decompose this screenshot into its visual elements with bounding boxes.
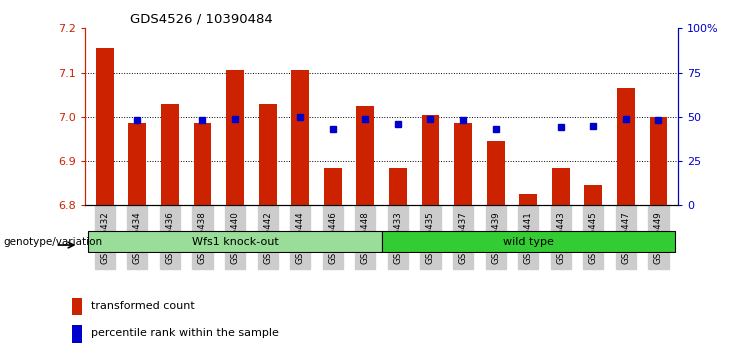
- Text: percentile rank within the sample: percentile rank within the sample: [91, 328, 279, 338]
- Text: GDS4526 / 10390484: GDS4526 / 10390484: [130, 12, 273, 25]
- Bar: [161, 104, 179, 205]
- Bar: [487, 141, 505, 205]
- Text: wild type: wild type: [502, 236, 554, 247]
- Bar: [650, 117, 668, 205]
- Bar: [422, 115, 439, 205]
- Bar: [193, 124, 211, 205]
- Bar: [617, 88, 635, 205]
- Text: Wfs1 knock-out: Wfs1 knock-out: [192, 236, 279, 247]
- Bar: [96, 48, 113, 205]
- Bar: [324, 168, 342, 205]
- Bar: [454, 124, 472, 205]
- Bar: [552, 168, 570, 205]
- Bar: [356, 106, 374, 205]
- Bar: [88, 231, 382, 252]
- Bar: [382, 231, 675, 252]
- Bar: [71, 325, 82, 343]
- Bar: [291, 70, 309, 205]
- Bar: [519, 194, 537, 205]
- Bar: [585, 185, 602, 205]
- Bar: [128, 124, 146, 205]
- Bar: [259, 104, 276, 205]
- Bar: [226, 70, 244, 205]
- Text: genotype/variation: genotype/variation: [4, 237, 103, 247]
- Text: transformed count: transformed count: [91, 301, 195, 311]
- Bar: [71, 298, 82, 315]
- Bar: [389, 168, 407, 205]
